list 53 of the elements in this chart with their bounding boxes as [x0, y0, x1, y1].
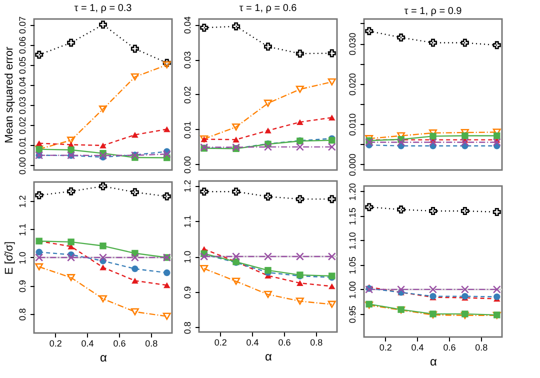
y-tick-label: 0.9	[182, 286, 192, 299]
y-tick-label: 0.00	[182, 156, 192, 174]
x-axis-title: α	[100, 350, 108, 364]
y-tick-label: 1.05	[348, 256, 358, 274]
y-tick-label: 0.05	[18, 56, 28, 74]
chart-title: τ = 1, ρ = 0.3	[74, 2, 132, 14]
x-tick-label: 0.2	[49, 338, 62, 348]
x-tick-label: 0.8	[475, 342, 488, 352]
y-tick-label: 0.01	[182, 121, 192, 139]
y-tick-label: 1.0	[18, 252, 28, 264]
y-tick-label: 1.10	[348, 232, 358, 250]
y-tick-label: 0.04	[182, 16, 192, 34]
y-tick-label: 1.15	[348, 208, 358, 226]
y-tick-label: 0.8	[18, 308, 28, 321]
y-axis-title: Mean squared error	[4, 46, 16, 144]
y-tick-label: 0.02	[18, 116, 28, 134]
x-axis-title: α	[265, 350, 272, 364]
y-tick-label: 1.2	[18, 195, 28, 208]
x-tick-label: 0.8	[145, 338, 158, 348]
x-tick-label: 0.6	[278, 338, 291, 348]
x-tick-label: 0.2	[379, 342, 392, 352]
y-tick-label: 0.000	[348, 154, 358, 176]
y-tick-label: 1.0	[182, 250, 192, 264]
y-tick-label: 0.020	[348, 73, 358, 96]
x-tick-label: 0.4	[411, 342, 424, 352]
y-tick-label: 0.01	[18, 137, 28, 155]
y-axis-title: E [σ̂/σ]	[4, 241, 16, 275]
y-tick-label: 0.03	[182, 51, 192, 69]
y-tick-label: 1.1	[18, 223, 28, 236]
y-tick-label: 0.010	[348, 113, 358, 136]
y-tick-label: 0.030	[348, 32, 358, 56]
y-tick-label: 1.20	[348, 183, 358, 201]
x-tick-label: 0.4	[246, 338, 259, 348]
y-tick-label: 1.00	[348, 281, 358, 299]
y-tick-label: 0.8	[182, 322, 192, 334]
x-axis-title: α	[430, 354, 438, 368]
y-tick-label: 0.06	[18, 36, 28, 54]
x-tick-label: 0.6	[113, 338, 126, 348]
chart-title: τ = 1, ρ = 0.9	[404, 6, 462, 17]
x-tick-label: 0.6	[443, 342, 456, 352]
x-tick-label: 0.2	[214, 338, 227, 348]
y-tick-label: 0.9	[18, 280, 28, 293]
y-tick-label: 0.07	[18, 16, 28, 34]
y-tick-label: 0.02	[182, 86, 192, 104]
y-tick-label: 1.2	[182, 180, 192, 192]
y-tick-label: 0.03	[18, 96, 28, 114]
x-tick-label: 0.8	[310, 338, 323, 348]
y-tick-label: 0.04	[18, 76, 28, 94]
x-tick-label: 0.4	[81, 338, 94, 348]
chart-title: τ = 1, ρ = 0.6	[239, 2, 298, 14]
y-tick-label: 0.00	[18, 157, 28, 175]
y-tick-label: 0.95	[348, 306, 358, 324]
y-tick-label: 1.1	[182, 215, 192, 228]
